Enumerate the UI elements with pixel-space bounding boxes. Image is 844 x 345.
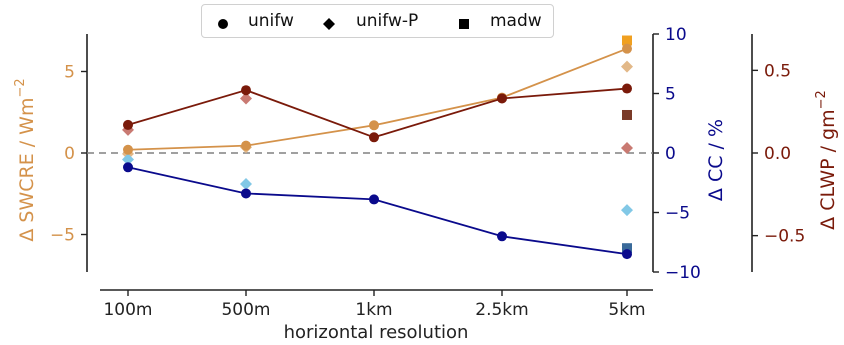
clwp-axis-label-text: Δ CLWP / gm — [817, 109, 839, 229]
point-unifw-clwp — [241, 85, 251, 96]
clwp-axis-label-exponent: −2 — [814, 90, 829, 109]
cc-tick-label: 5 — [665, 85, 676, 105]
point-madw-cc — [622, 243, 632, 254]
cc-axis-label-text: Δ CC / % — [705, 119, 727, 201]
point-unifw-swcre — [123, 144, 133, 155]
series-layer — [122, 35, 633, 260]
legend: unifw unifw-P madw — [201, 4, 554, 38]
point-unifw-p-cc — [240, 177, 252, 190]
axes-layer: −5 0 5 −10 −5 0 5 10 −0.5 0.0 0.5 100m 500m 1km 2.5km 5… — [50, 25, 805, 320]
swcre-axis-label-exponent: −2 — [13, 78, 28, 97]
point-unifw-cc — [241, 188, 251, 199]
point-unifw-swcre — [622, 43, 632, 54]
point-unifw-p-clwp — [621, 142, 633, 155]
cc-tick-label: 0 — [665, 144, 676, 164]
x-tick-label: 5km — [608, 300, 645, 320]
clwp-tick-label: 0.0 — [764, 144, 791, 164]
x-axis-label: horizontal resolution — [284, 322, 469, 343]
point-unifw-cc — [622, 249, 632, 260]
point-unifw-p-cc — [122, 153, 134, 166]
swcre-axis-label: Δ SWCRE / Wm−2 — [13, 78, 38, 241]
point-unifw-cc — [369, 194, 379, 205]
point-unifw-swcre — [369, 120, 379, 131]
x-tick-label: 100m — [103, 300, 152, 320]
series-line-unifw-clwp — [127, 87, 628, 139]
legend-label-unifw-p: unifw-P — [356, 11, 419, 31]
point-madw-clwp — [622, 109, 632, 120]
clwp-tick-label: 0.5 — [764, 61, 791, 81]
cc-tick-label: −10 — [665, 263, 701, 283]
series-line-unifw-cc — [127, 166, 628, 256]
clwp-tick-label: −0.5 — [764, 227, 805, 247]
swcre-tick-label: 5 — [64, 62, 75, 82]
point-unifw-p-cc — [621, 204, 633, 217]
swcre-axis-label-text: Δ SWCRE / Wm — [16, 98, 38, 242]
legend-square-marker — [459, 19, 469, 29]
cc-axis-label: Δ CC / % — [705, 119, 727, 201]
legend-circle-marker — [218, 19, 228, 29]
point-unifw-p-swcre — [621, 60, 633, 73]
cc-tick-label: −5 — [665, 204, 690, 224]
point-unifw-swcre — [241, 140, 251, 151]
point-unifw-p-clwp — [240, 92, 252, 105]
x-tick-label: 2.5km — [475, 300, 528, 320]
cc-tick-label: 10 — [665, 25, 687, 45]
legend-label-madw: madw — [490, 11, 542, 31]
clwp-axis-label: Δ CLWP / gm−2 — [814, 90, 839, 230]
legend-label-unifw: unifw — [248, 11, 294, 31]
x-tick-label: 1km — [355, 300, 392, 320]
x-tick-label: 500m — [221, 300, 270, 320]
point-unifw-clwp — [123, 119, 133, 130]
point-unifw-clwp — [497, 93, 507, 104]
point-unifw-clwp — [369, 132, 379, 143]
point-unifw-cc — [123, 162, 133, 173]
legend-diamond-marker — [323, 18, 335, 30]
swcre-tick-label: −5 — [50, 226, 75, 246]
point-unifw-clwp — [622, 83, 632, 94]
point-madw-swcre — [622, 35, 632, 46]
point-unifw-cc — [497, 231, 507, 242]
swcre-tick-label: 0 — [64, 144, 75, 164]
